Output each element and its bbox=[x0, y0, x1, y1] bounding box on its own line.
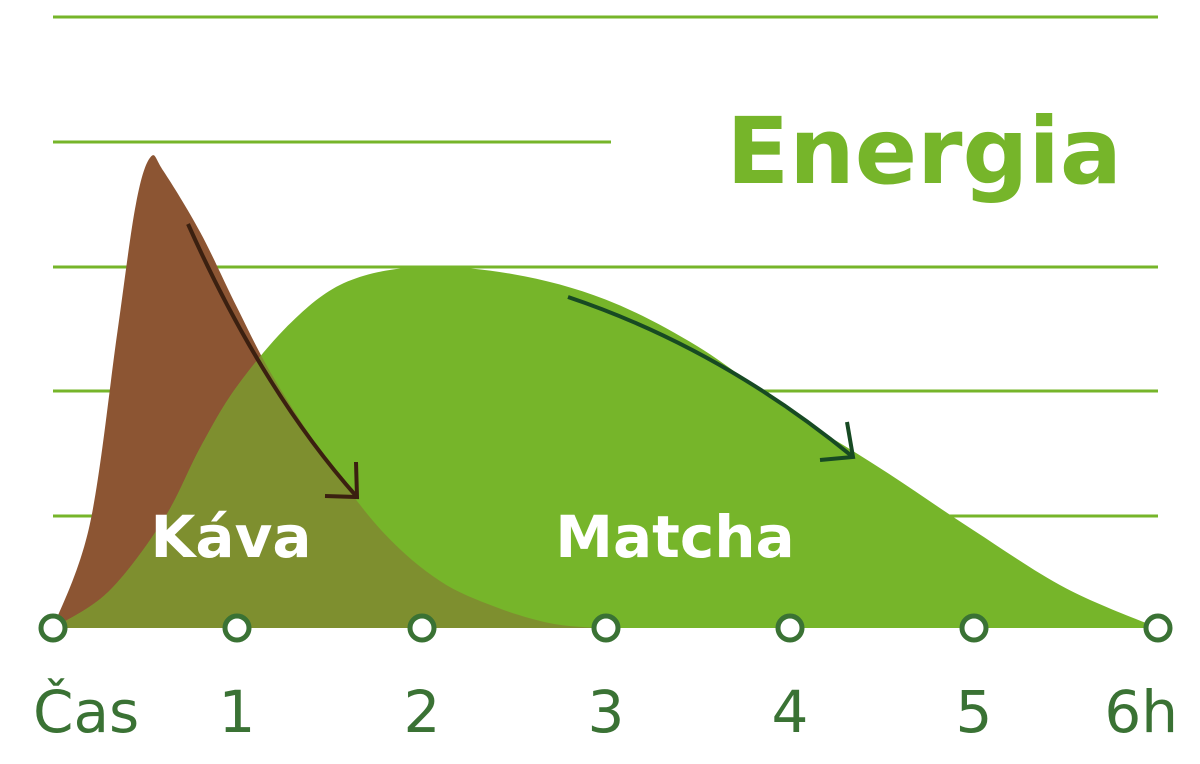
x-tick-marker bbox=[591, 613, 621, 643]
series-label-matcha: Matcha bbox=[555, 503, 794, 571]
series-areas bbox=[53, 155, 1158, 629]
matcha-trend-arrow bbox=[567, 295, 855, 459]
kava-trend-arrow bbox=[186, 223, 359, 499]
x-tick-marker bbox=[1143, 613, 1173, 643]
x-tick-label: 6h bbox=[1104, 678, 1178, 746]
x-tick-label: 2 bbox=[404, 678, 441, 746]
series-label-kava: Káva bbox=[150, 503, 311, 571]
x-tick-marker bbox=[959, 613, 989, 643]
x-tick-marker bbox=[775, 613, 805, 643]
trend-arrows bbox=[186, 223, 856, 500]
matcha-arrow-head bbox=[819, 421, 856, 462]
kava-arrow-head bbox=[324, 461, 360, 500]
labels: Energia Káva Matcha bbox=[150, 98, 1122, 571]
x-tick-label: 4 bbox=[772, 678, 809, 746]
x-tick-label: 5 bbox=[956, 678, 993, 746]
x-tick-marker bbox=[407, 613, 437, 643]
x-tick-label: 1 bbox=[219, 678, 256, 746]
x-tick-marker bbox=[38, 613, 68, 643]
x-tick-label: 3 bbox=[588, 678, 625, 746]
x-tick-marker bbox=[222, 613, 252, 643]
x-axis: Čas 1 2 3 4 5 6h bbox=[33, 613, 1178, 746]
x-tick-label: Čas bbox=[33, 677, 139, 746]
chart-title: Energia bbox=[726, 98, 1122, 205]
